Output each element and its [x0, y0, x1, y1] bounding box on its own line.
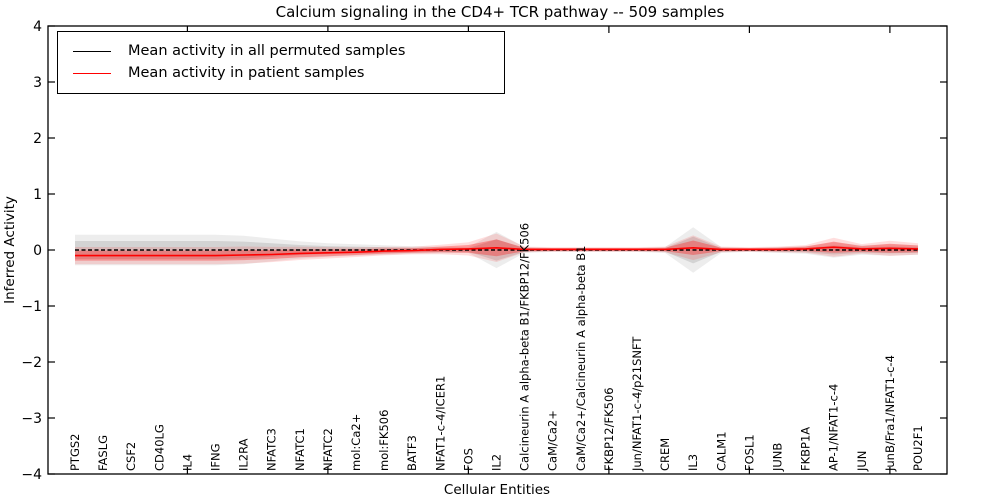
y-tick-label: 0 [33, 243, 42, 259]
x-category-label: Calcineurin A alpha-beta B1/FKBP12/FK506 [518, 223, 532, 471]
legend-item-patient: Mean activity in patient samples [58, 64, 504, 82]
x-category-label: IFNG [209, 443, 223, 471]
y-tick-label: 2 [33, 131, 42, 147]
legend: Mean activity in all permuted samples Me… [57, 31, 505, 94]
band-inner-permuted [75, 236, 918, 264]
x-category-label: IL4 [180, 454, 194, 471]
y-tick-label: 3 [33, 75, 42, 91]
x-category-label: CD40LG [152, 424, 166, 471]
band-outer-patient [75, 233, 918, 265]
mean-line-patient [75, 246, 919, 257]
x-category-label: NFATC3 [265, 428, 279, 471]
y-tick-label: −4 [21, 467, 42, 483]
x-axis-title: Cellular Entities [444, 482, 550, 498]
y-tick-label: 1 [33, 187, 42, 203]
x-category-label: CaM/Ca2+/Calcineurin A alpha-beta B1 [574, 246, 588, 471]
x-category-label: JUNB [771, 443, 785, 472]
x-category-label: FKBP12/FK506 [602, 387, 616, 471]
y-tick-label: −1 [21, 299, 42, 315]
x-category-label: IL2RA [237, 438, 251, 471]
y-tick-label: 4 [33, 19, 42, 35]
x-category-label: FKBP1A [799, 427, 813, 471]
x-category-label: NFATC1 [293, 428, 307, 471]
x-category-label: IL2 [490, 454, 504, 471]
legend-label-patient: Mean activity in patient samples [128, 64, 365, 81]
legend-item-permuted: Mean activity in all permuted samples [58, 42, 504, 60]
legend-label-permuted: Mean activity in all permuted samples [128, 42, 406, 59]
y-tick-label: −3 [21, 411, 42, 427]
band-inner-patient [75, 239, 918, 261]
x-category-label: Jun/NFAT1-c-4/p21SNFT [630, 336, 644, 472]
x-category-label: AP-1/NFAT1-c-4 [827, 384, 841, 471]
x-category-label: FASLG [96, 435, 110, 471]
x-category-label: IL3 [686, 454, 700, 471]
x-category-label: BATF3 [405, 435, 419, 471]
x-category-label: NFAT1-c-4/ICER1 [433, 376, 447, 471]
x-category-label: FOSL1 [742, 434, 756, 471]
legend-line-sample-black [73, 51, 111, 53]
x-category-label: JUN [855, 451, 869, 472]
x-category-label: NFATC2 [321, 428, 335, 471]
x-category-label: PTGS2 [68, 434, 82, 472]
band-outer-permuted [75, 227, 918, 273]
x-category-label: CaM/Ca2+ [546, 410, 560, 471]
chart-title: Calcium signaling in the CD4+ TCR pathwa… [276, 3, 725, 21]
x-category-label: CALM1 [714, 431, 728, 471]
x-category-label: FOS [461, 448, 475, 471]
y-tick-label: −2 [21, 355, 42, 371]
x-category-label: CREM [658, 438, 672, 471]
legend-line-sample-red [73, 72, 111, 74]
x-category-label: mol:FK506 [377, 410, 391, 471]
x-category-label: POU2F1 [911, 425, 925, 471]
y-axis-title: Inferred Activity [2, 196, 18, 304]
x-category-label: mol:Ca2+ [349, 414, 363, 471]
x-category-label: CSF2 [124, 442, 138, 471]
chart-layers: 4 3 2 1 0 −1 −2 −3 −4 PTGS2 FASLG CSF2 CD40LG IL4 IFNG… [21, 19, 948, 483]
x-category-label: JunB/Fra1/NFAT1-c-4 [883, 355, 897, 472]
